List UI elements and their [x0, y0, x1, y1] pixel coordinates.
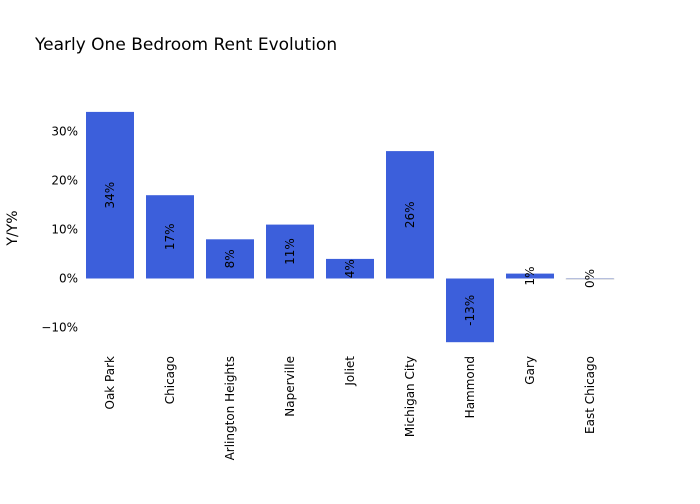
x-tick-label: Arlington Heights — [223, 356, 237, 460]
bar-value-label: 26% — [403, 201, 417, 228]
bar-value-label: 1% — [523, 267, 537, 286]
x-axis: Oak Park Chicago Arlington Heights Napervil… — [103, 356, 597, 461]
bar[interactable] — [146, 195, 194, 279]
x-tick-label: Chicago — [163, 356, 177, 404]
bar[interactable] — [326, 258, 374, 279]
y-tick-label: 0% — [59, 272, 78, 286]
x-tick-label: Joliet — [343, 356, 357, 387]
y-axis: −10% 0% 10% 20% 30% — [41, 125, 78, 335]
bar-value-label: 17% — [163, 224, 177, 251]
bar-value-label: 0% — [583, 269, 597, 288]
chart-title: Yearly One Bedroom Rent Evolution — [34, 35, 337, 55]
x-tick-label: Gary — [523, 356, 537, 385]
x-tick-label: Oak Park — [103, 356, 117, 410]
bar-value-label: 4% — [343, 259, 357, 278]
bar-value-label: 8% — [223, 249, 237, 268]
y-tick-label: 10% — [51, 223, 78, 237]
y-tick-label: 20% — [51, 174, 78, 188]
x-tick-label: Michigan City — [403, 356, 417, 437]
bar[interactable] — [506, 273, 554, 279]
y-tick-label: −10% — [41, 321, 78, 335]
x-tick-label: Naperville — [283, 356, 297, 417]
bar[interactable] — [446, 278, 494, 343]
x-tick-label: East Chicago — [583, 356, 597, 434]
x-tick-label: Hammond — [463, 356, 477, 418]
y-tick-label: 30% — [51, 125, 78, 139]
bar-value-label: -13% — [463, 295, 477, 326]
y-axis-title: Y/Y% — [5, 210, 21, 246]
bar-value-label: 11% — [283, 238, 297, 265]
bars: 34% 17% 8% 11% 4% 26% -13% 1% 0% — [86, 111, 615, 343]
bar-value-label: 34% — [103, 182, 117, 209]
bar[interactable] — [565, 278, 615, 280]
bar[interactable] — [386, 151, 434, 279]
bar[interactable] — [86, 111, 134, 279]
bar[interactable] — [206, 239, 254, 279]
bar[interactable] — [266, 224, 314, 279]
